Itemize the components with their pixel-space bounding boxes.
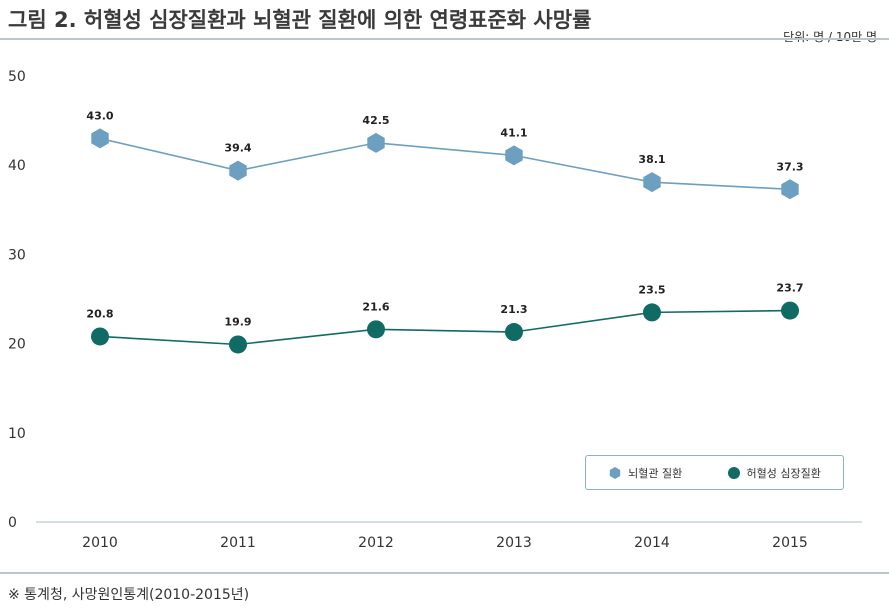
title-divider	[0, 38, 889, 40]
legend-label-ischemic: 허혈성 심장질환	[746, 466, 821, 480]
data-point	[229, 160, 247, 181]
data-label: 43.0	[86, 109, 113, 122]
y-tick-label: 0	[8, 515, 17, 531]
unit-label: 단위: 명 / 10만 명	[783, 30, 877, 44]
x-tick-label: 2010	[82, 535, 118, 551]
data-point	[781, 179, 799, 200]
data-label: 19.9	[224, 315, 251, 328]
data-label: 42.5	[362, 114, 389, 127]
data-point	[91, 327, 109, 346]
data-label: 39.4	[224, 142, 251, 155]
data-label: 21.6	[362, 300, 389, 313]
x-tick-label: 2015	[772, 535, 808, 551]
data-point	[505, 323, 523, 342]
series-line	[99, 309, 791, 346]
data-point	[643, 303, 661, 322]
legend: 뇌혈관 질환 허혈성 심장질환	[585, 455, 844, 490]
source-note: ※ 통계청, 사망원인통계(2010-2015년)	[8, 587, 250, 603]
y-tick-label: 40	[8, 158, 26, 174]
circle-marker-icon	[727, 466, 740, 479]
data-point	[367, 320, 385, 339]
data-label: 23.7	[776, 282, 803, 295]
legend-label-cerebro: 뇌혈관 질환	[628, 466, 683, 480]
chart-title: 그림 2. 허혈성 심장질환과 뇌혈관 질환에 의한 연령표준화 사망률	[8, 8, 592, 32]
series-line	[99, 137, 791, 191]
y-tick-label: 10	[8, 426, 26, 442]
data-label: 23.5	[638, 283, 665, 296]
hexagon-marker-icon	[609, 466, 621, 479]
x-tick-label: 2014	[634, 535, 670, 551]
data-point	[91, 128, 109, 149]
footer-divider	[0, 572, 889, 574]
data-point	[505, 145, 523, 166]
data-point	[781, 301, 799, 320]
data-label: 37.3	[776, 160, 803, 173]
data-label: 20.8	[86, 307, 113, 320]
y-tick-label: 30	[8, 247, 26, 263]
legend-item-cerebro: 뇌혈관 질환	[608, 465, 682, 481]
data-point	[643, 172, 661, 193]
legend-item-ischemic: 허혈성 심장질환	[727, 465, 821, 481]
data-label: 38.1	[638, 153, 665, 166]
data-label: 21.3	[500, 303, 527, 316]
x-tick-label: 2013	[496, 535, 532, 551]
line-chart: 0 10 20 30 40 50 2010 2011 2012 2013 2014 2015 43.0 3…	[8, 69, 862, 551]
x-tick-label: 2012	[358, 535, 394, 551]
data-label: 41.1	[500, 126, 527, 139]
data-point	[367, 132, 385, 153]
data-point	[229, 335, 247, 354]
y-tick-label: 50	[8, 69, 26, 85]
y-tick-label: 20	[8, 337, 26, 353]
x-tick-label: 2011	[220, 535, 256, 551]
